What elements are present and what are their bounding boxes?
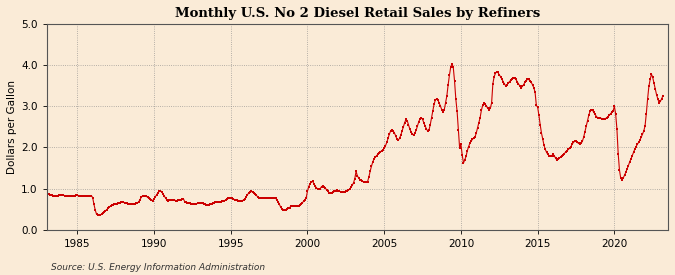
- Title: Monthly U.S. No 2 Diesel Retail Sales by Refiners: Monthly U.S. No 2 Diesel Retail Sales by…: [175, 7, 540, 20]
- Text: Source: U.S. Energy Information Administration: Source: U.S. Energy Information Administ…: [51, 263, 265, 272]
- Y-axis label: Dollars per Gallon: Dollars per Gallon: [7, 80, 17, 174]
